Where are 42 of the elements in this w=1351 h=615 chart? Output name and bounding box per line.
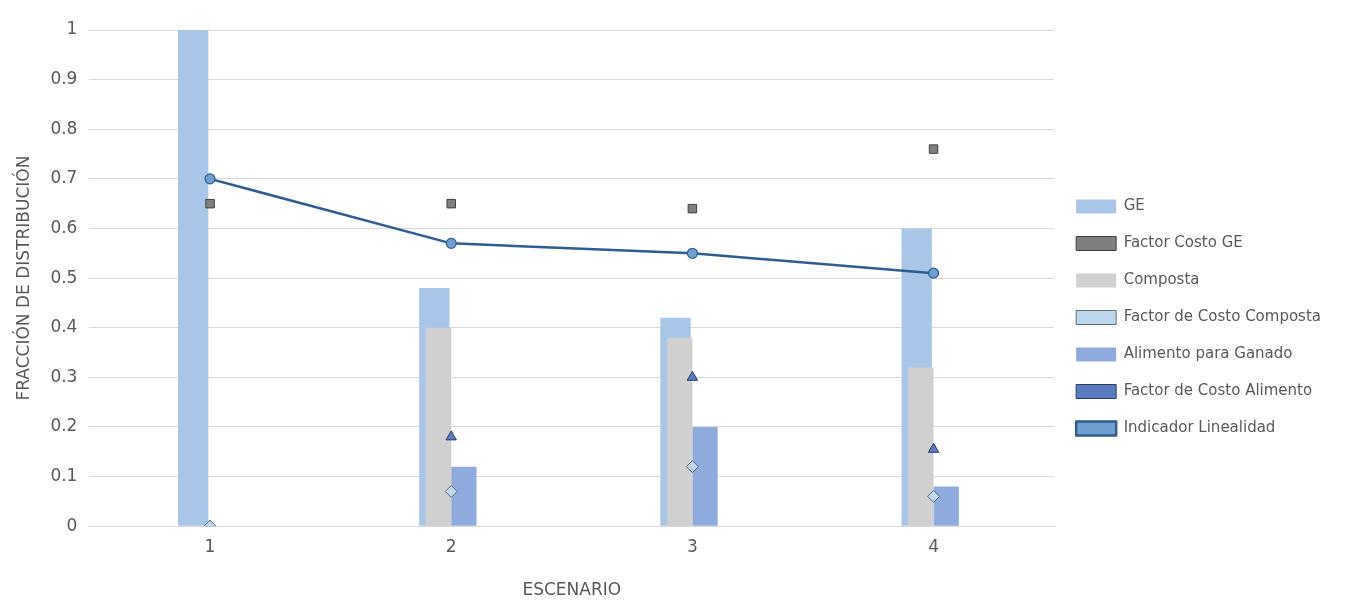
x-tick-label: 1 bbox=[204, 535, 216, 556]
y-tick-label: 0.4 bbox=[50, 316, 78, 337]
point bbox=[928, 144, 939, 154]
legend-label: Factor de Costo Alimento bbox=[1123, 381, 1313, 400]
bar bbox=[933, 486, 959, 526]
point bbox=[927, 442, 940, 453]
point bbox=[205, 198, 215, 209]
point bbox=[686, 370, 699, 381]
y-tick-label: 0.2 bbox=[50, 415, 78, 436]
legend-label: Composta bbox=[1123, 270, 1200, 289]
point bbox=[446, 198, 456, 209]
legend-label: Factor Costo GE bbox=[1123, 233, 1243, 252]
y-tick-label: 0.8 bbox=[50, 117, 78, 138]
bar bbox=[177, 30, 209, 526]
point bbox=[204, 173, 216, 185]
legend-label: Indicador Linealidad bbox=[1123, 418, 1276, 437]
x-tick-label: 4 bbox=[928, 535, 939, 556]
x-axis-title: ESCENARIO bbox=[522, 579, 622, 600]
legend-label: Alimento para Ganado bbox=[1123, 344, 1293, 363]
y-tick-label: 0.3 bbox=[50, 365, 78, 386]
y-axis-title: FRACCIÓN DE DISTRIBUCIÓN bbox=[11, 155, 33, 401]
y-tick-label: 0 bbox=[66, 514, 78, 535]
point bbox=[685, 460, 699, 474]
y-tick-label: 1 bbox=[66, 18, 78, 39]
point bbox=[686, 247, 698, 259]
y-tick-label: 0.6 bbox=[50, 216, 78, 237]
legend-label: Factor de Costo Composta bbox=[1123, 307, 1321, 326]
bar bbox=[451, 466, 477, 526]
y-tick-label: 0.1 bbox=[50, 465, 78, 485]
point bbox=[445, 430, 457, 441]
point bbox=[927, 489, 941, 503]
y-tick-label: 0.9 bbox=[50, 68, 78, 89]
point bbox=[444, 484, 458, 498]
y-tick-label: 0.5 bbox=[50, 266, 78, 287]
point bbox=[927, 267, 940, 279]
y-tick-label: 0.7 bbox=[50, 167, 78, 188]
bar bbox=[692, 426, 718, 526]
x-tick-label: 2 bbox=[445, 535, 457, 556]
x-tick-label: 3 bbox=[686, 535, 698, 556]
point bbox=[687, 203, 698, 214]
legend-label: GE bbox=[1123, 196, 1145, 215]
point bbox=[445, 237, 457, 249]
